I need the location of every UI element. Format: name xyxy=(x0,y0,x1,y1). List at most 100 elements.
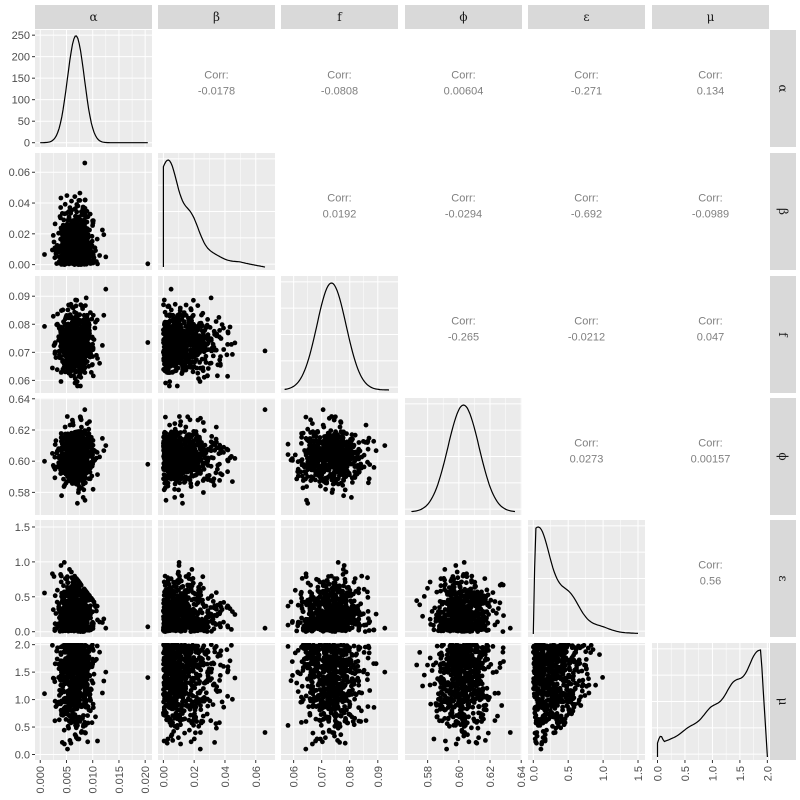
scatter-point xyxy=(78,414,83,420)
scatter-point xyxy=(74,607,80,613)
scatter-point xyxy=(190,312,196,318)
scatter-point xyxy=(189,567,195,572)
corr-label: Corr: xyxy=(698,438,722,450)
row-strip-label: μ xyxy=(776,698,790,706)
scatter-point xyxy=(90,218,95,224)
column-strip-label: β xyxy=(213,10,220,24)
scatter-point xyxy=(53,438,59,444)
scatter-point xyxy=(311,467,316,472)
scatter-point xyxy=(200,450,206,456)
scatter-point xyxy=(197,350,203,355)
scatter-point xyxy=(323,480,328,486)
scatter-point xyxy=(78,365,83,371)
scatter-point xyxy=(324,476,330,482)
scatter-point xyxy=(186,337,191,343)
scatter-point xyxy=(183,330,189,335)
scatter-point xyxy=(217,328,223,333)
scatter-point xyxy=(54,625,60,631)
scatter-point xyxy=(352,459,357,464)
scatter-point xyxy=(62,252,67,258)
scatter-point xyxy=(300,485,306,491)
scatter-point xyxy=(81,616,87,622)
scatter-point xyxy=(66,261,72,267)
scatter-point xyxy=(186,457,191,463)
scatter-point xyxy=(166,304,172,309)
scatter-point xyxy=(77,332,83,337)
scatter-point xyxy=(183,302,189,308)
scatter-point xyxy=(100,620,105,625)
scatter-point xyxy=(88,452,94,458)
scatter-point xyxy=(101,448,107,453)
scatter-point xyxy=(299,462,305,468)
scatter-point xyxy=(161,472,167,477)
scatter-point xyxy=(338,419,343,424)
scatter-point xyxy=(366,480,371,486)
scatter-point xyxy=(225,458,231,464)
scatter-point xyxy=(72,194,78,200)
scatter-point xyxy=(93,319,98,325)
scatter-point xyxy=(64,193,70,199)
scatter-point xyxy=(330,448,336,453)
scatter-point xyxy=(90,461,95,467)
scatter-point xyxy=(177,305,183,311)
scatter-point xyxy=(225,469,231,475)
scatter-point xyxy=(191,454,196,460)
scatter-point xyxy=(300,430,306,436)
scatter-point xyxy=(52,340,58,346)
scatter-point xyxy=(191,322,196,327)
column-strip-label: μ xyxy=(707,10,715,24)
column-strip xyxy=(652,5,769,29)
scatter-point xyxy=(312,477,318,483)
scatter-point xyxy=(95,261,100,267)
scatter-point xyxy=(52,221,58,227)
scatter-point xyxy=(320,455,326,460)
scatter-point xyxy=(62,461,67,467)
scatter-point xyxy=(170,470,176,476)
corr-label: Corr: xyxy=(698,70,722,82)
scatter-point xyxy=(308,430,313,435)
scatter-point xyxy=(67,240,73,246)
scatter-point xyxy=(97,454,102,460)
scatter-point xyxy=(195,303,201,308)
scatter-point xyxy=(208,448,214,454)
scatter-point xyxy=(366,435,372,441)
scatter-point xyxy=(359,454,365,460)
scatter-point xyxy=(191,354,197,360)
scatter-point xyxy=(74,429,79,435)
density-curve xyxy=(284,282,390,391)
scatter-point xyxy=(75,463,81,468)
scatter-point xyxy=(371,438,377,444)
scatter-point xyxy=(90,442,95,448)
scatter-point xyxy=(73,213,78,219)
scatter-point xyxy=(161,340,167,345)
scatter-point xyxy=(84,470,90,475)
scatter-point xyxy=(58,379,64,384)
scatter-point xyxy=(92,602,98,608)
scatter-point xyxy=(341,493,346,499)
scatter-point xyxy=(193,429,199,434)
scatter-point xyxy=(215,462,221,468)
scatter-point xyxy=(87,227,92,233)
scatter-point xyxy=(288,457,294,463)
scatter-point xyxy=(66,478,72,483)
scatter-point xyxy=(232,456,238,461)
scatter-point xyxy=(52,621,58,627)
scatter-point xyxy=(313,463,319,468)
scatter-point xyxy=(167,312,173,318)
scatter-point xyxy=(50,451,55,456)
scatter-point xyxy=(167,463,173,468)
scatter-point xyxy=(42,590,47,596)
scatter-point xyxy=(73,369,78,375)
scatter-point xyxy=(71,466,77,472)
scatter-point xyxy=(195,436,201,441)
row-strip-label: β xyxy=(776,208,790,215)
scatter-point xyxy=(181,319,187,324)
scatter-point xyxy=(211,482,217,488)
scatter-point xyxy=(317,446,323,451)
column-strip xyxy=(158,5,275,29)
scatter-point xyxy=(201,349,207,355)
scatter-point xyxy=(373,448,379,454)
scatter-point xyxy=(103,625,109,631)
scatter-point xyxy=(81,487,87,493)
scatter-point xyxy=(66,216,72,222)
